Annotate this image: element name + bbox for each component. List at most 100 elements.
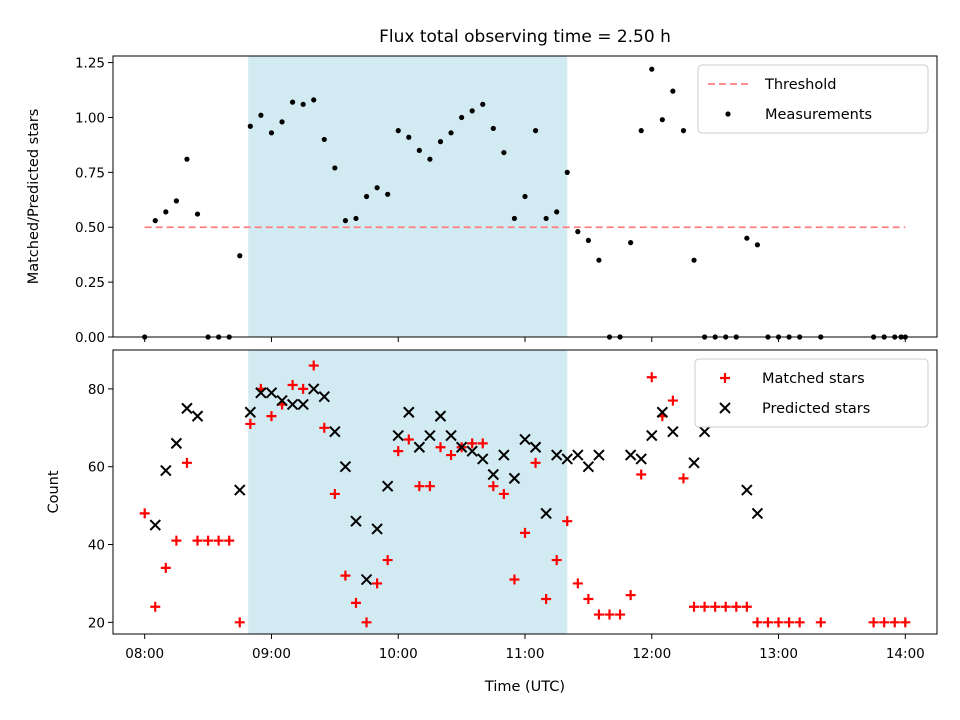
y-tick-label: 80 bbox=[88, 382, 105, 398]
measurement-point bbox=[427, 156, 433, 162]
legend-label: Matched stars bbox=[762, 371, 865, 387]
matched-star-point bbox=[773, 617, 784, 628]
matched-star-point bbox=[467, 438, 478, 449]
measurement-point bbox=[374, 185, 380, 191]
predicted-star-point bbox=[529, 441, 542, 453]
matched-star-point bbox=[710, 601, 721, 612]
y-tick-label: 0.50 bbox=[75, 220, 105, 236]
legend-box bbox=[697, 64, 929, 134]
predicted-star-point bbox=[434, 410, 447, 422]
predicted-star-point bbox=[170, 437, 183, 450]
matched-star-point bbox=[509, 574, 520, 585]
matched-star-point bbox=[382, 555, 393, 566]
predicted-star-point bbox=[191, 410, 204, 422]
predicted-star-point bbox=[498, 449, 510, 461]
matched-star-point bbox=[699, 601, 710, 612]
matched-star-point bbox=[646, 372, 657, 383]
measurement-point bbox=[522, 193, 528, 200]
predicted-star-point bbox=[656, 406, 669, 418]
y-tick-label: 0.75 bbox=[75, 165, 105, 181]
matched-star-point bbox=[139, 508, 150, 519]
measurement-point bbox=[311, 97, 317, 103]
predicted-star-point bbox=[624, 449, 637, 461]
matched-star-point bbox=[615, 609, 626, 620]
measurement-point bbox=[395, 128, 401, 134]
measurement-point bbox=[258, 112, 264, 118]
predicted-star-point bbox=[371, 523, 383, 535]
measurement-point bbox=[385, 191, 391, 197]
matched-star-point bbox=[667, 395, 678, 406]
matched-star-point bbox=[361, 617, 372, 628]
legend-box bbox=[694, 358, 929, 428]
measurement-point bbox=[638, 128, 644, 134]
y-axis-label-top: Matched/Predicted stars bbox=[26, 109, 42, 285]
matched-star-point bbox=[372, 578, 383, 589]
measurement-point bbox=[237, 253, 243, 259]
matched-star-point bbox=[213, 535, 224, 546]
measurement-point bbox=[247, 123, 253, 129]
matched-star-point bbox=[572, 578, 583, 589]
predicted-star-point bbox=[360, 573, 373, 586]
measurement-point bbox=[575, 229, 581, 235]
panel-ratio: 0.00 0.25 0.50 0.75 1.00 1.25 Matched/Predict… bbox=[26, 55, 938, 346]
predicted-star-point bbox=[297, 398, 309, 411]
predicted-star-point bbox=[392, 429, 404, 442]
observing-window-top bbox=[248, 56, 568, 337]
predicted-star-point bbox=[667, 425, 679, 438]
x-tick-label: 08:00 bbox=[125, 646, 164, 662]
measurement-point bbox=[279, 119, 285, 125]
measurement-point bbox=[532, 128, 539, 134]
y-tick-label: 60 bbox=[88, 460, 105, 476]
predicted-star-point bbox=[519, 433, 531, 446]
predicted-star-point bbox=[751, 507, 764, 520]
predicted-star-point bbox=[455, 441, 468, 453]
matched-star-point bbox=[520, 527, 530, 538]
predicted-star-point bbox=[540, 507, 552, 520]
legend-label: Measurements bbox=[765, 107, 872, 123]
measurement-point bbox=[194, 211, 201, 217]
predicted-star-point bbox=[646, 429, 658, 442]
measurement-point bbox=[332, 165, 338, 171]
matched-star-point bbox=[298, 383, 309, 394]
predicted-star-point bbox=[741, 484, 753, 496]
y-tick-label: 0.00 bbox=[75, 330, 105, 346]
legend-swatch-matched bbox=[720, 373, 730, 383]
count-points bbox=[139, 360, 911, 628]
y-tick-label: 40 bbox=[88, 538, 105, 554]
measurement-point bbox=[152, 218, 158, 224]
matched-star-point bbox=[245, 418, 256, 429]
predicted-star-point bbox=[403, 406, 415, 418]
x-tick-label: 11:00 bbox=[506, 646, 545, 662]
y-tick-label: 0.25 bbox=[75, 275, 105, 291]
matched-star-point bbox=[889, 617, 900, 628]
measurement-point bbox=[564, 169, 570, 175]
matched-star-point bbox=[319, 422, 330, 433]
legend-top: Threshold Measurements bbox=[697, 64, 929, 134]
predicted-star-point bbox=[286, 398, 299, 411]
measurement-point bbox=[268, 130, 275, 136]
x-tick-label: 10:00 bbox=[379, 646, 418, 662]
x-tick-label: 14:00 bbox=[886, 646, 925, 662]
predicted-star-point bbox=[550, 449, 563, 461]
matched-star-point bbox=[593, 609, 604, 620]
predicted-star-point bbox=[593, 449, 605, 461]
matched-star-point bbox=[403, 434, 414, 445]
measurement-point bbox=[416, 147, 422, 153]
predicted-star-point bbox=[688, 457, 700, 469]
measurement-point bbox=[680, 128, 687, 134]
predicted-star-point bbox=[487, 468, 500, 481]
x-axis-top bbox=[144, 337, 906, 342]
y-axis-top: 0.00 0.25 0.50 0.75 1.00 1.25 bbox=[75, 56, 113, 346]
matched-star-point bbox=[477, 438, 488, 449]
matched-star-point bbox=[203, 535, 214, 546]
x-axis-label: Time (UTC) bbox=[484, 679, 565, 695]
matched-star-point bbox=[689, 601, 700, 612]
predicted-star-point bbox=[181, 402, 193, 415]
matched-star-point bbox=[879, 617, 890, 628]
x-tick-label: 09:00 bbox=[252, 646, 291, 662]
predicted-star-point bbox=[508, 472, 521, 485]
matched-star-point bbox=[350, 597, 361, 608]
y-tick-label: 20 bbox=[88, 615, 105, 631]
measurement-point bbox=[437, 139, 444, 145]
